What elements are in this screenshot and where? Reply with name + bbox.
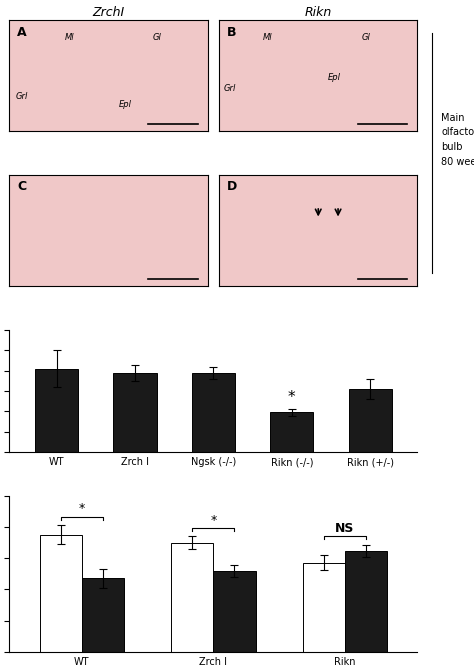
Text: C: C: [18, 180, 27, 194]
Text: Epl: Epl: [118, 100, 131, 109]
Title: ZrchI: ZrchI: [92, 6, 125, 19]
Text: Main
olfactory
bulb
80 weeks: Main olfactory bulb 80 weeks: [441, 112, 474, 167]
Text: *: *: [210, 513, 217, 527]
Bar: [192, 372, 235, 452]
Text: Ml: Ml: [65, 33, 74, 43]
Bar: [303, 563, 345, 652]
Bar: [349, 389, 392, 452]
Text: Ml: Ml: [263, 33, 273, 43]
Bar: [213, 571, 255, 652]
Text: NS: NS: [335, 521, 355, 535]
Bar: [82, 579, 124, 652]
Text: A: A: [18, 25, 27, 39]
Text: B: B: [227, 25, 237, 39]
Bar: [40, 535, 82, 652]
Bar: [270, 412, 313, 452]
Title: Rikn: Rikn: [305, 6, 332, 19]
Bar: [345, 551, 387, 652]
Bar: [171, 543, 213, 652]
Bar: [113, 372, 156, 452]
Text: *: *: [288, 390, 296, 406]
Text: Gl: Gl: [362, 33, 371, 43]
Text: Epl: Epl: [328, 73, 341, 82]
Bar: [35, 368, 78, 452]
Text: Grl: Grl: [16, 92, 28, 101]
Text: D: D: [227, 180, 237, 194]
Text: Grl: Grl: [223, 84, 236, 94]
Text: Gl: Gl: [152, 33, 161, 43]
Text: *: *: [79, 502, 85, 515]
